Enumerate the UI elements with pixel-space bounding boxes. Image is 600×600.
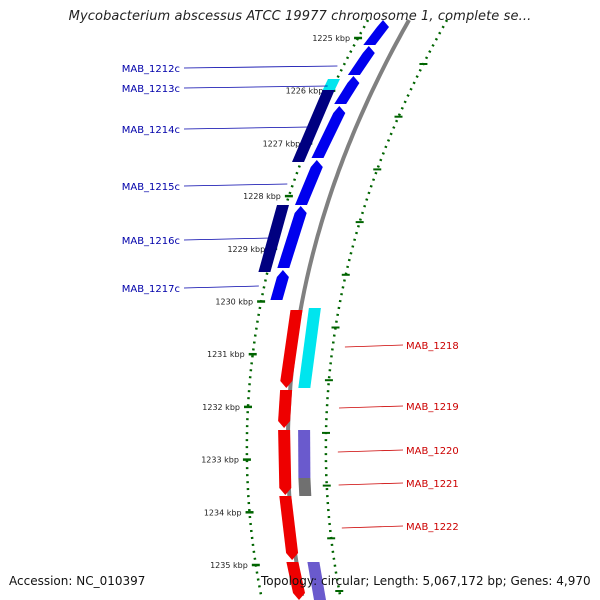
forward-cds [295,160,323,205]
forward-cds [277,206,307,268]
label-leader-line [337,449,404,453]
forward-cds [270,270,289,300]
forward-cds [311,106,346,158]
gene-label-right: MAB_1222 [406,522,459,533]
gray-feature [298,478,312,496]
gene-label-left: MAB_1214c [122,125,180,136]
scale-tick-label: 1230 kbp [215,298,253,307]
reverse-cds [278,430,292,495]
label-leader-line [183,237,271,241]
accession-text: Accession: NC_010397 [9,574,146,588]
forward-cds [363,20,389,45]
scale-tick-label: 1234 kbp [204,508,242,517]
gene-label-left: MAB_1216c [122,236,180,247]
genome-backbone [285,19,411,597]
gene-label-right: MAB_1219 [406,402,459,413]
gene-label-right: MAB_1218 [406,341,459,352]
gene-label-right: MAB_1220 [406,446,459,457]
gene-label-left: MAB_1213c [122,84,180,95]
reverse-cds [286,562,305,600]
gene-label-left: MAB_1217c [122,284,180,295]
label-leader-line [183,85,328,89]
reverse-cds [278,390,293,428]
reverse-cds [279,496,299,560]
label-leader-line [183,126,310,130]
forward-cds [347,46,375,75]
scale-tick-label: 1225 kbp [312,34,350,43]
forward-cds-dark [292,90,335,162]
inner-guide-ring [245,19,370,597]
label-leader-line [183,183,288,187]
label-leader-line [341,525,404,529]
scale-tick-label: 1235 kbp [210,561,248,570]
label-leader-line [183,285,259,289]
forward-cds [334,76,360,104]
outer-guide-ring [324,19,449,597]
scale-tick-label: 1227 kbp [263,139,301,148]
scale-tick-label: 1229 kbp [227,245,265,254]
scale-tick-label: 1231 kbp [207,350,245,359]
scale-tick-label: 1232 kbp [202,403,240,412]
label-leader-line [339,405,404,409]
label-leader-line [338,482,404,486]
gene-label-right: MAB_1221 [406,479,459,490]
gene-label-left: MAB_1212c [122,64,180,75]
label-leader-line [183,65,338,69]
genome-stats-text: Topology: circular; Length: 5,067,172 bp… [261,574,591,588]
cyan-feature [322,79,340,90]
scale-tick-label: 1226 kbp [286,87,324,96]
label-leader-line [344,344,404,348]
cyan-feature [298,308,321,388]
reverse-cds [280,310,303,388]
scale-tick-label: 1233 kbp [201,456,239,465]
slate-feature [307,562,326,600]
gene-label-left: MAB_1215c [122,182,180,193]
scale-tick-label: 1228 kbp [243,192,281,201]
slate-feature [298,430,311,478]
map-title: Mycobacterium abscessus ATCC 19977 chrom… [68,9,532,24]
forward-cds-dark [258,205,289,272]
